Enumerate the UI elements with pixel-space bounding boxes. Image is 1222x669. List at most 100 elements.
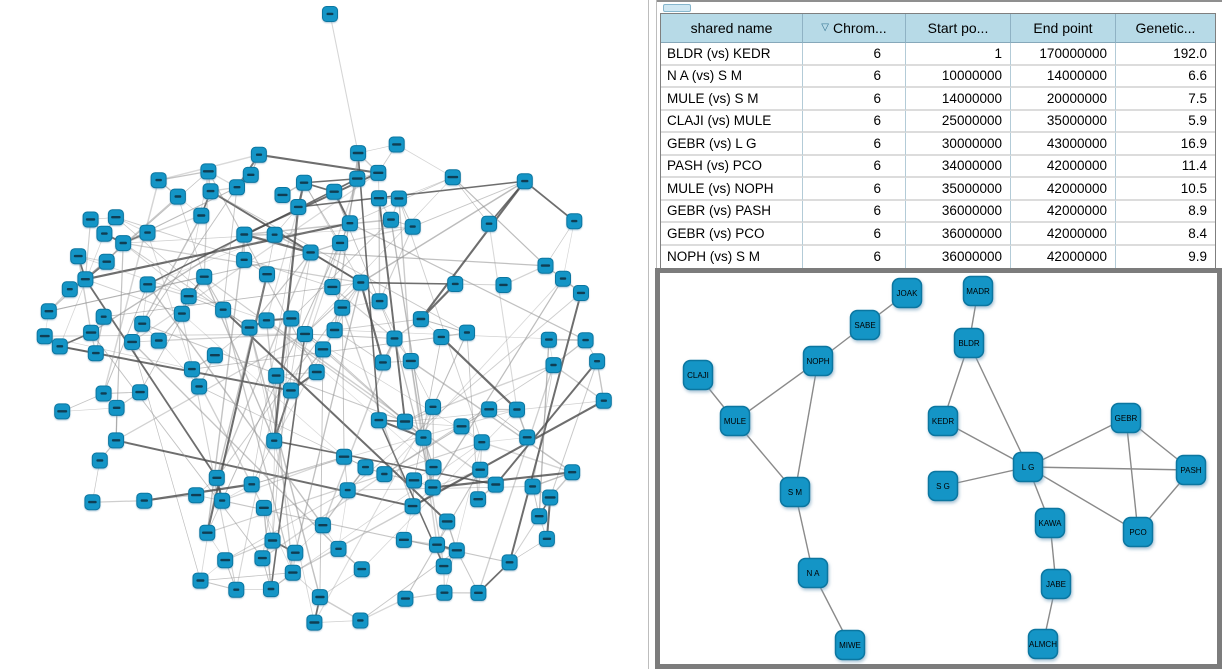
left-network-node[interactable] — [395, 531, 412, 548]
left-network-node[interactable] — [108, 432, 125, 449]
left-network-node[interactable] — [425, 398, 441, 415]
left-network-node[interactable] — [124, 334, 141, 350]
left-network-node[interactable] — [542, 489, 559, 506]
node-body[interactable] — [927, 405, 959, 437]
left-network-node[interactable] — [169, 188, 186, 205]
node-body[interactable] — [927, 470, 959, 502]
table-row[interactable]: PASH (vs) PCO 6 34000000 42000000 11.4 — [661, 155, 1215, 178]
left-network-node[interactable] — [274, 187, 291, 203]
left-network-node[interactable] — [95, 308, 112, 325]
left-network-node[interactable] — [115, 235, 132, 252]
left-network-node[interactable] — [290, 199, 307, 215]
left-network-node[interactable] — [386, 330, 403, 347]
left-network-node[interactable] — [435, 558, 452, 575]
left-network-node[interactable] — [415, 429, 432, 446]
node-body[interactable] — [797, 557, 829, 589]
left-network-node[interactable] — [36, 328, 53, 345]
left-network-node[interactable] — [406, 472, 422, 489]
left-network-node[interactable] — [371, 190, 387, 207]
left-network-node[interactable] — [459, 324, 475, 341]
node-body[interactable] — [962, 275, 994, 307]
left-network-node[interactable] — [192, 572, 209, 589]
left-network-node[interactable] — [472, 461, 489, 478]
left-network-node[interactable] — [566, 213, 583, 230]
left-network-node[interactable] — [250, 146, 267, 163]
left-network-node[interactable] — [287, 544, 304, 561]
left-network-node[interactable] — [424, 479, 441, 496]
left-network-node[interactable] — [243, 476, 260, 493]
left-network-node[interactable] — [173, 305, 190, 322]
left-network-node[interactable] — [326, 183, 343, 200]
node-body[interactable] — [682, 359, 714, 391]
column-header-start-point[interactable]: Start po... — [906, 14, 1011, 43]
left-network-node[interactable] — [136, 492, 153, 509]
left-network-node[interactable] — [150, 332, 167, 349]
left-network-node[interactable] — [540, 331, 557, 348]
column-header-shared-name[interactable]: shared name — [661, 14, 803, 43]
left-network-node[interactable] — [577, 332, 594, 349]
left-network-node[interactable] — [545, 357, 562, 374]
left-network-node[interactable] — [519, 429, 536, 446]
left-network-node[interactable] — [595, 392, 612, 409]
left-network-node[interactable] — [516, 173, 533, 190]
left-network-node[interactable] — [315, 341, 331, 358]
left-network-node[interactable] — [132, 384, 149, 401]
left-network-node[interactable] — [397, 590, 414, 607]
node-MULE[interactable]: MULE — [719, 405, 751, 437]
left-network-node[interactable] — [495, 277, 512, 293]
left-network-node[interactable] — [314, 517, 331, 534]
left-network-node[interactable] — [87, 345, 104, 362]
left-network-node[interactable] — [196, 268, 213, 285]
left-network-node[interactable] — [193, 207, 210, 224]
node-body[interactable] — [719, 405, 751, 437]
left-network-node[interactable] — [263, 581, 279, 598]
left-network-node[interactable] — [258, 312, 275, 329]
edge-LG-PCO[interactable] — [1027, 466, 1139, 533]
left-network-node[interactable] — [425, 459, 442, 476]
node-CLAJI[interactable]: CLAJI — [682, 359, 714, 391]
left-network-node[interactable] — [376, 466, 393, 483]
node-SABE[interactable]: SABE — [849, 309, 881, 341]
node-JOAK[interactable]: JOAK — [891, 277, 923, 309]
left-network-node[interactable] — [412, 311, 429, 328]
left-network-node[interactable] — [134, 315, 151, 332]
left-network-node[interactable] — [191, 378, 208, 395]
left-network-node[interactable] — [84, 494, 101, 511]
filter-funnel-icon[interactable]: ▽ — [821, 22, 829, 33]
left-network-node[interactable] — [336, 448, 353, 465]
node-body[interactable] — [802, 345, 834, 377]
left-network-node[interactable] — [448, 542, 465, 559]
left-network-node[interactable] — [453, 418, 470, 435]
node-body[interactable] — [953, 327, 985, 359]
left-network-node[interactable] — [470, 491, 487, 508]
left-network-node[interactable] — [429, 536, 445, 553]
node-ALMCH[interactable]: ALMCH — [1027, 628, 1059, 660]
table-row[interactable]: MULE (vs) NOPH 6 35000000 42000000 10.5 — [661, 178, 1215, 201]
horizontal-scrollbar-thumb[interactable] — [663, 4, 691, 12]
left-network-node[interactable] — [330, 540, 347, 557]
left-network-node[interactable] — [311, 589, 328, 606]
left-network-node[interactable] — [439, 513, 456, 530]
table-row[interactable]: GEBR (vs) L G 6 30000000 43000000 16.9 — [661, 133, 1215, 156]
left-network-node[interactable] — [339, 482, 356, 499]
left-network-node[interactable] — [206, 347, 223, 364]
left-network-node[interactable] — [357, 459, 374, 476]
left-network-node[interactable] — [370, 164, 387, 181]
left-network-node[interactable] — [509, 401, 525, 418]
left-network-node[interactable] — [184, 361, 200, 378]
left-network-svg[interactable] — [0, 0, 648, 669]
left-network-node[interactable] — [217, 552, 234, 569]
left-network-node[interactable] — [404, 218, 421, 235]
left-network-node[interactable] — [487, 476, 504, 493]
node-body[interactable] — [1034, 507, 1066, 539]
table-row[interactable]: BLDR (vs) KEDR 6 1 170000000 192.0 — [661, 43, 1215, 66]
left-network-node[interactable] — [214, 492, 231, 509]
left-network-node[interactable] — [241, 319, 258, 336]
left-network-node[interactable] — [208, 469, 225, 486]
left-network-node[interactable] — [473, 434, 490, 451]
left-network-node[interactable] — [573, 285, 589, 301]
left-network-node[interactable] — [266, 226, 283, 243]
left-network-node[interactable] — [444, 169, 461, 186]
left-network-node[interactable] — [388, 136, 405, 153]
left-network-node[interactable] — [308, 364, 325, 381]
